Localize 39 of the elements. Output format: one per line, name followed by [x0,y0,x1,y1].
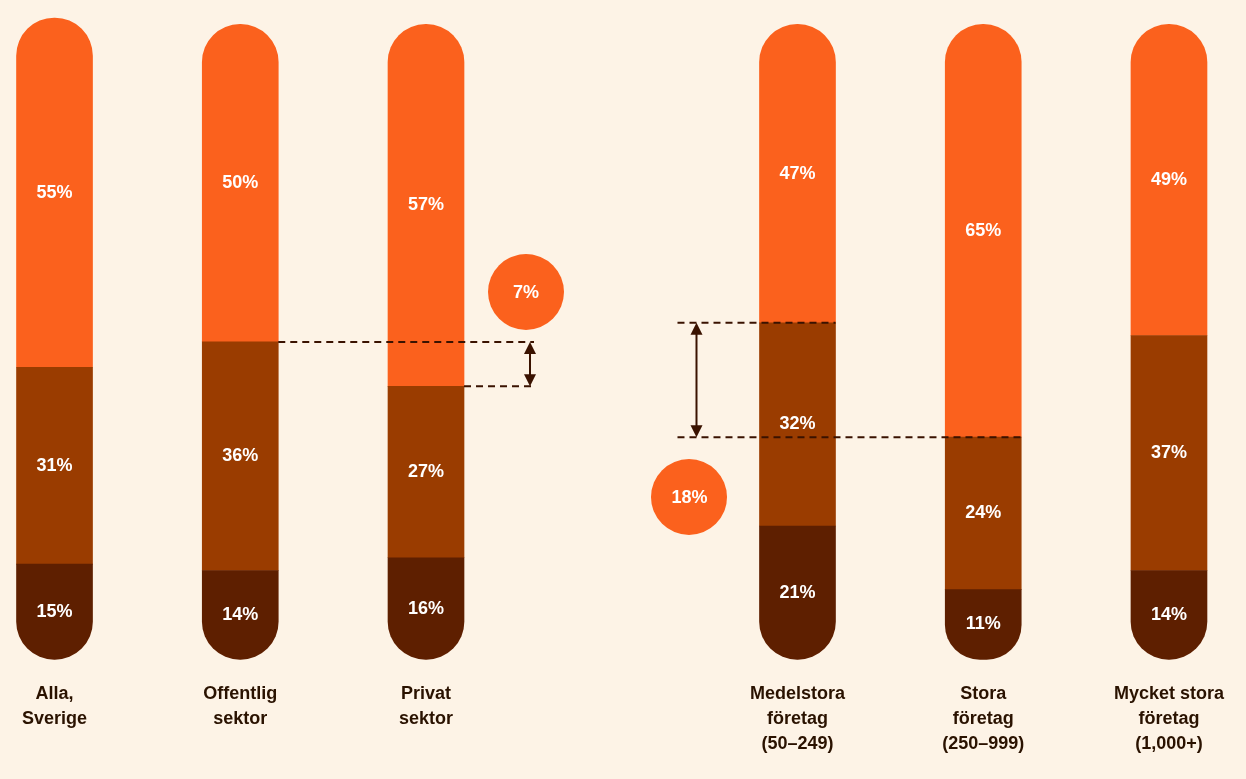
data-label: 32% [779,413,816,434]
data-label: 15% [36,600,73,621]
bar [1130,24,1208,336]
data-label: 24% [965,502,1002,523]
bar [387,386,465,559]
x-tick-label: Stora företag (250–999) [942,682,1025,754]
data-label: 36% [222,445,259,466]
data-label: 14% [1150,603,1187,624]
x-tick-label: Alla, Sverige [22,682,88,729]
data-label: 11% [965,613,1001,634]
data-label: 50% [222,172,259,193]
data-label: 65% [965,219,1002,240]
x-tick-label: Mycket stora företag (1,000+) [1113,682,1225,754]
data-label: 37% [1150,441,1187,462]
data-label: 31% [36,454,73,475]
data-label: 57% [407,194,445,215]
bar [1130,335,1208,571]
x-tick-label: Privat sektor [398,682,454,729]
data-label: 14% [222,603,259,624]
bar [759,24,836,324]
data-label: 27% [407,461,445,482]
bar [201,24,279,343]
data-label: 55% [36,181,73,202]
bar [944,436,1022,590]
bar [201,341,279,571]
annotation: 18% [671,486,708,508]
data-label: 16% [407,597,445,618]
bar [944,24,1022,438]
bar [16,366,93,565]
bar [16,17,93,368]
x-tick-label: Medelstora företag (50–249) [749,682,846,754]
bar [759,322,836,527]
bar [387,24,465,387]
data-label: 21% [779,581,816,602]
bar [759,525,836,660]
data-label: 47% [779,162,816,183]
x-tick-label: Offentlig sektor [203,682,278,729]
data-label: 49% [1150,168,1187,189]
annotation: 7% [512,281,540,303]
